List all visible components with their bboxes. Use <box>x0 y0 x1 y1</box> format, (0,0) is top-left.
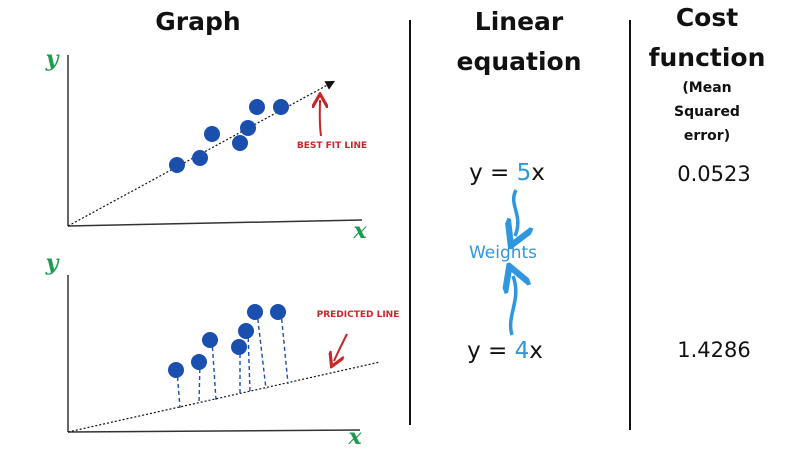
x-axis-label: x <box>352 218 367 244</box>
points <box>169 99 289 173</box>
x-axis-label: x <box>347 424 362 450</box>
weight: 4 <box>514 338 530 364</box>
equation: y = 4x <box>435 336 575 366</box>
equation: y = 5x <box>437 158 577 188</box>
weights-label: Weights <box>468 243 538 263</box>
cost-value: 1.4286 <box>677 338 751 362</box>
arrow-down <box>514 189 518 236</box>
y-axis-label: y <box>45 250 61 276</box>
annotation-arrow <box>334 333 348 361</box>
predicted-line <box>67 361 381 433</box>
points <box>168 304 286 378</box>
column-title: Cost function <box>648 3 766 72</box>
equation-suffix: x <box>529 338 543 364</box>
equation-prefix: y = <box>469 160 517 186</box>
equation-suffix: x <box>531 160 545 186</box>
y-axis-label: y <box>45 46 61 72</box>
column-title: Linear equation <box>456 7 582 76</box>
annotation-arrow <box>320 100 321 137</box>
cost-value: 0.0523 <box>677 162 751 186</box>
arrow-up <box>511 276 516 336</box>
column-subtitle: (Mean Squared error) <box>674 80 740 144</box>
x-axis <box>67 219 363 227</box>
equation-prefix: y = <box>467 338 515 364</box>
bottom-plot: PREDICTED LINE y x <box>45 250 400 450</box>
top-plot: BEST FIT LINE y x <box>45 46 368 244</box>
weight: 5 <box>516 160 532 186</box>
column-title: Graph <box>155 7 241 36</box>
annotation: BEST FIT LINE <box>297 141 367 151</box>
x-axis <box>67 429 361 433</box>
annotation: PREDICTED LINE <box>317 310 400 320</box>
